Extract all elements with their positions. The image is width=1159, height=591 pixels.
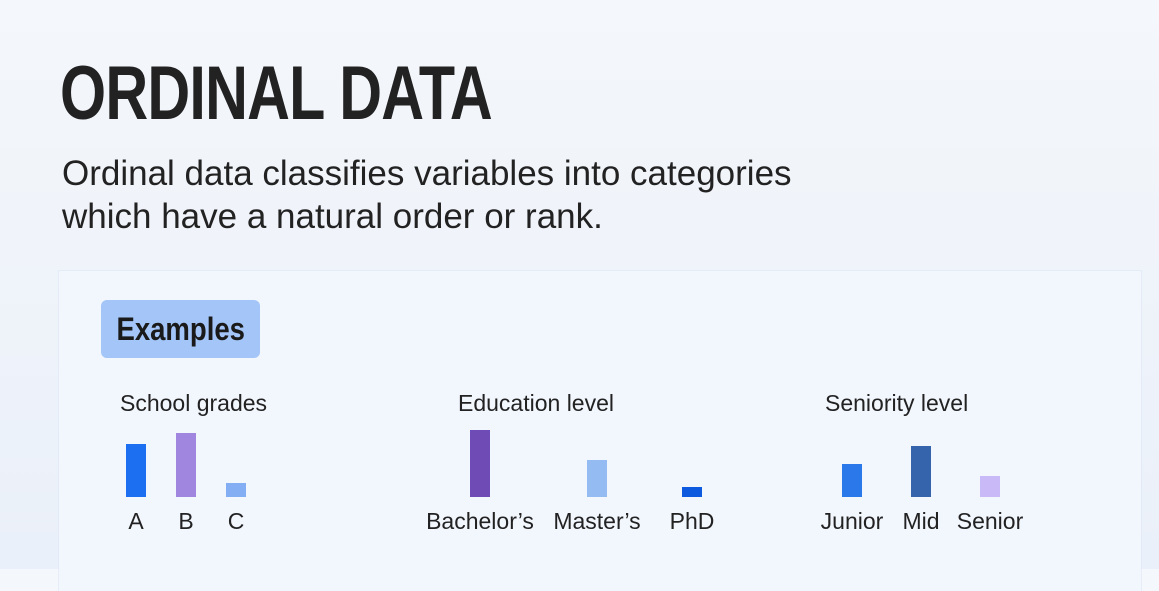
bar-phd	[682, 487, 702, 497]
examples-badge-label: Examples	[116, 310, 245, 347]
category-label: B	[178, 508, 194, 534]
category-label: PhD	[669, 508, 715, 534]
category-label: C	[227, 508, 245, 534]
category-label: Junior	[820, 508, 884, 534]
seniority-level-chart: Seniority level Junior Mid Senior	[815, 390, 1055, 550]
page-subtitle: Ordinal data classifies variables into c…	[62, 152, 862, 238]
chart-title: Education level	[458, 390, 614, 416]
subtitle-line-1: Ordinal data classifies variables into c…	[62, 154, 792, 193]
bar-a	[126, 444, 146, 497]
bar-senior	[980, 476, 1000, 497]
bar-master-s	[587, 460, 607, 497]
education-level-chart: Education level Bachelor’s Master’s PhD	[426, 390, 750, 550]
bar-c	[226, 483, 246, 497]
chart-title: Seniority level	[825, 390, 969, 416]
bar-b	[176, 433, 196, 497]
bar-mid	[911, 446, 931, 497]
category-label: Mid	[902, 508, 940, 534]
category-label: Master’s	[553, 508, 641, 534]
examples-badge: Examples	[101, 300, 260, 358]
subtitle-line-2: which have a natural order or rank.	[62, 197, 603, 236]
category-label: Bachelor’s	[426, 508, 534, 534]
chart-title: School grades	[120, 390, 268, 416]
bar-bachelor-s	[470, 430, 490, 497]
school-grades-chart: School grades A B C	[120, 390, 320, 550]
category-label: Senior	[956, 508, 1024, 534]
category-label: A	[128, 508, 144, 534]
page-title: ORDINAL DATA	[60, 51, 493, 136]
bar-junior	[842, 464, 862, 497]
